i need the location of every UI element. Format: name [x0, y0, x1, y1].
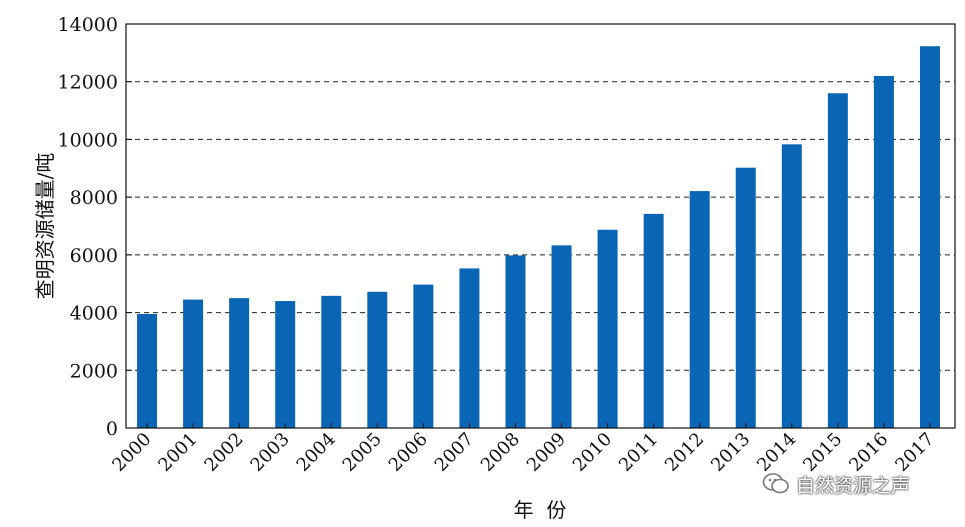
- bar: [183, 299, 204, 428]
- y-axis-ticks: 0 2000 4000 6000 8000 10000 12000 14000: [58, 14, 132, 440]
- bar: [827, 93, 848, 428]
- bar: [413, 284, 434, 428]
- bar: [229, 298, 250, 428]
- x-tick-label: 2011: [615, 429, 662, 476]
- x-tick-label: 2001: [154, 429, 201, 476]
- bar: [367, 291, 388, 428]
- y-tick-label: 4000: [70, 303, 118, 325]
- bar: [689, 191, 710, 428]
- bar: [643, 213, 664, 428]
- x-tick-label: 2010: [569, 429, 616, 476]
- bar: [459, 268, 480, 428]
- y-tick-label: 10000: [58, 129, 118, 151]
- y-axis-title: 查明资源储量/吨: [33, 153, 57, 300]
- x-tick-label: 2008: [477, 429, 524, 476]
- watermark-text: 自然资源之声: [796, 474, 911, 497]
- bar: [505, 255, 526, 428]
- x-tick-label: 2003: [246, 429, 293, 476]
- bar: [321, 295, 342, 428]
- bar: [551, 245, 572, 428]
- x-tick-label: 2009: [523, 429, 570, 476]
- y-tick-label: 8000: [70, 187, 118, 209]
- x-tick-label: 2013: [707, 429, 754, 476]
- x-tick-label: 2007: [431, 429, 478, 476]
- y-tick-label: 14000: [58, 14, 118, 36]
- x-tick-label: 2002: [200, 429, 247, 476]
- y-tick-label: 2000: [70, 360, 118, 382]
- bar: [137, 314, 158, 428]
- x-tick-label: 2005: [339, 429, 386, 476]
- y-tick-label: 12000: [58, 72, 118, 94]
- bar: [873, 75, 894, 428]
- bar: [919, 46, 940, 428]
- bars: [137, 46, 940, 429]
- bar: [275, 301, 296, 428]
- bar: [781, 144, 802, 428]
- watermark: 自然资源之声: [762, 468, 910, 500]
- bar: [735, 167, 756, 429]
- x-tick-label: 2006: [385, 429, 432, 476]
- wechat-icon: [762, 473, 789, 494]
- bar: [597, 229, 618, 428]
- x-tick-label: 2004: [293, 429, 340, 476]
- y-tick-label: 6000: [70, 245, 118, 267]
- x-tick-label: 2012: [661, 429, 708, 476]
- grid-lines: [126, 81, 955, 371]
- plot-frame: [125, 23, 956, 429]
- y-tick-label: 0: [106, 418, 118, 440]
- x-axis-title: 年 份: [514, 498, 567, 522]
